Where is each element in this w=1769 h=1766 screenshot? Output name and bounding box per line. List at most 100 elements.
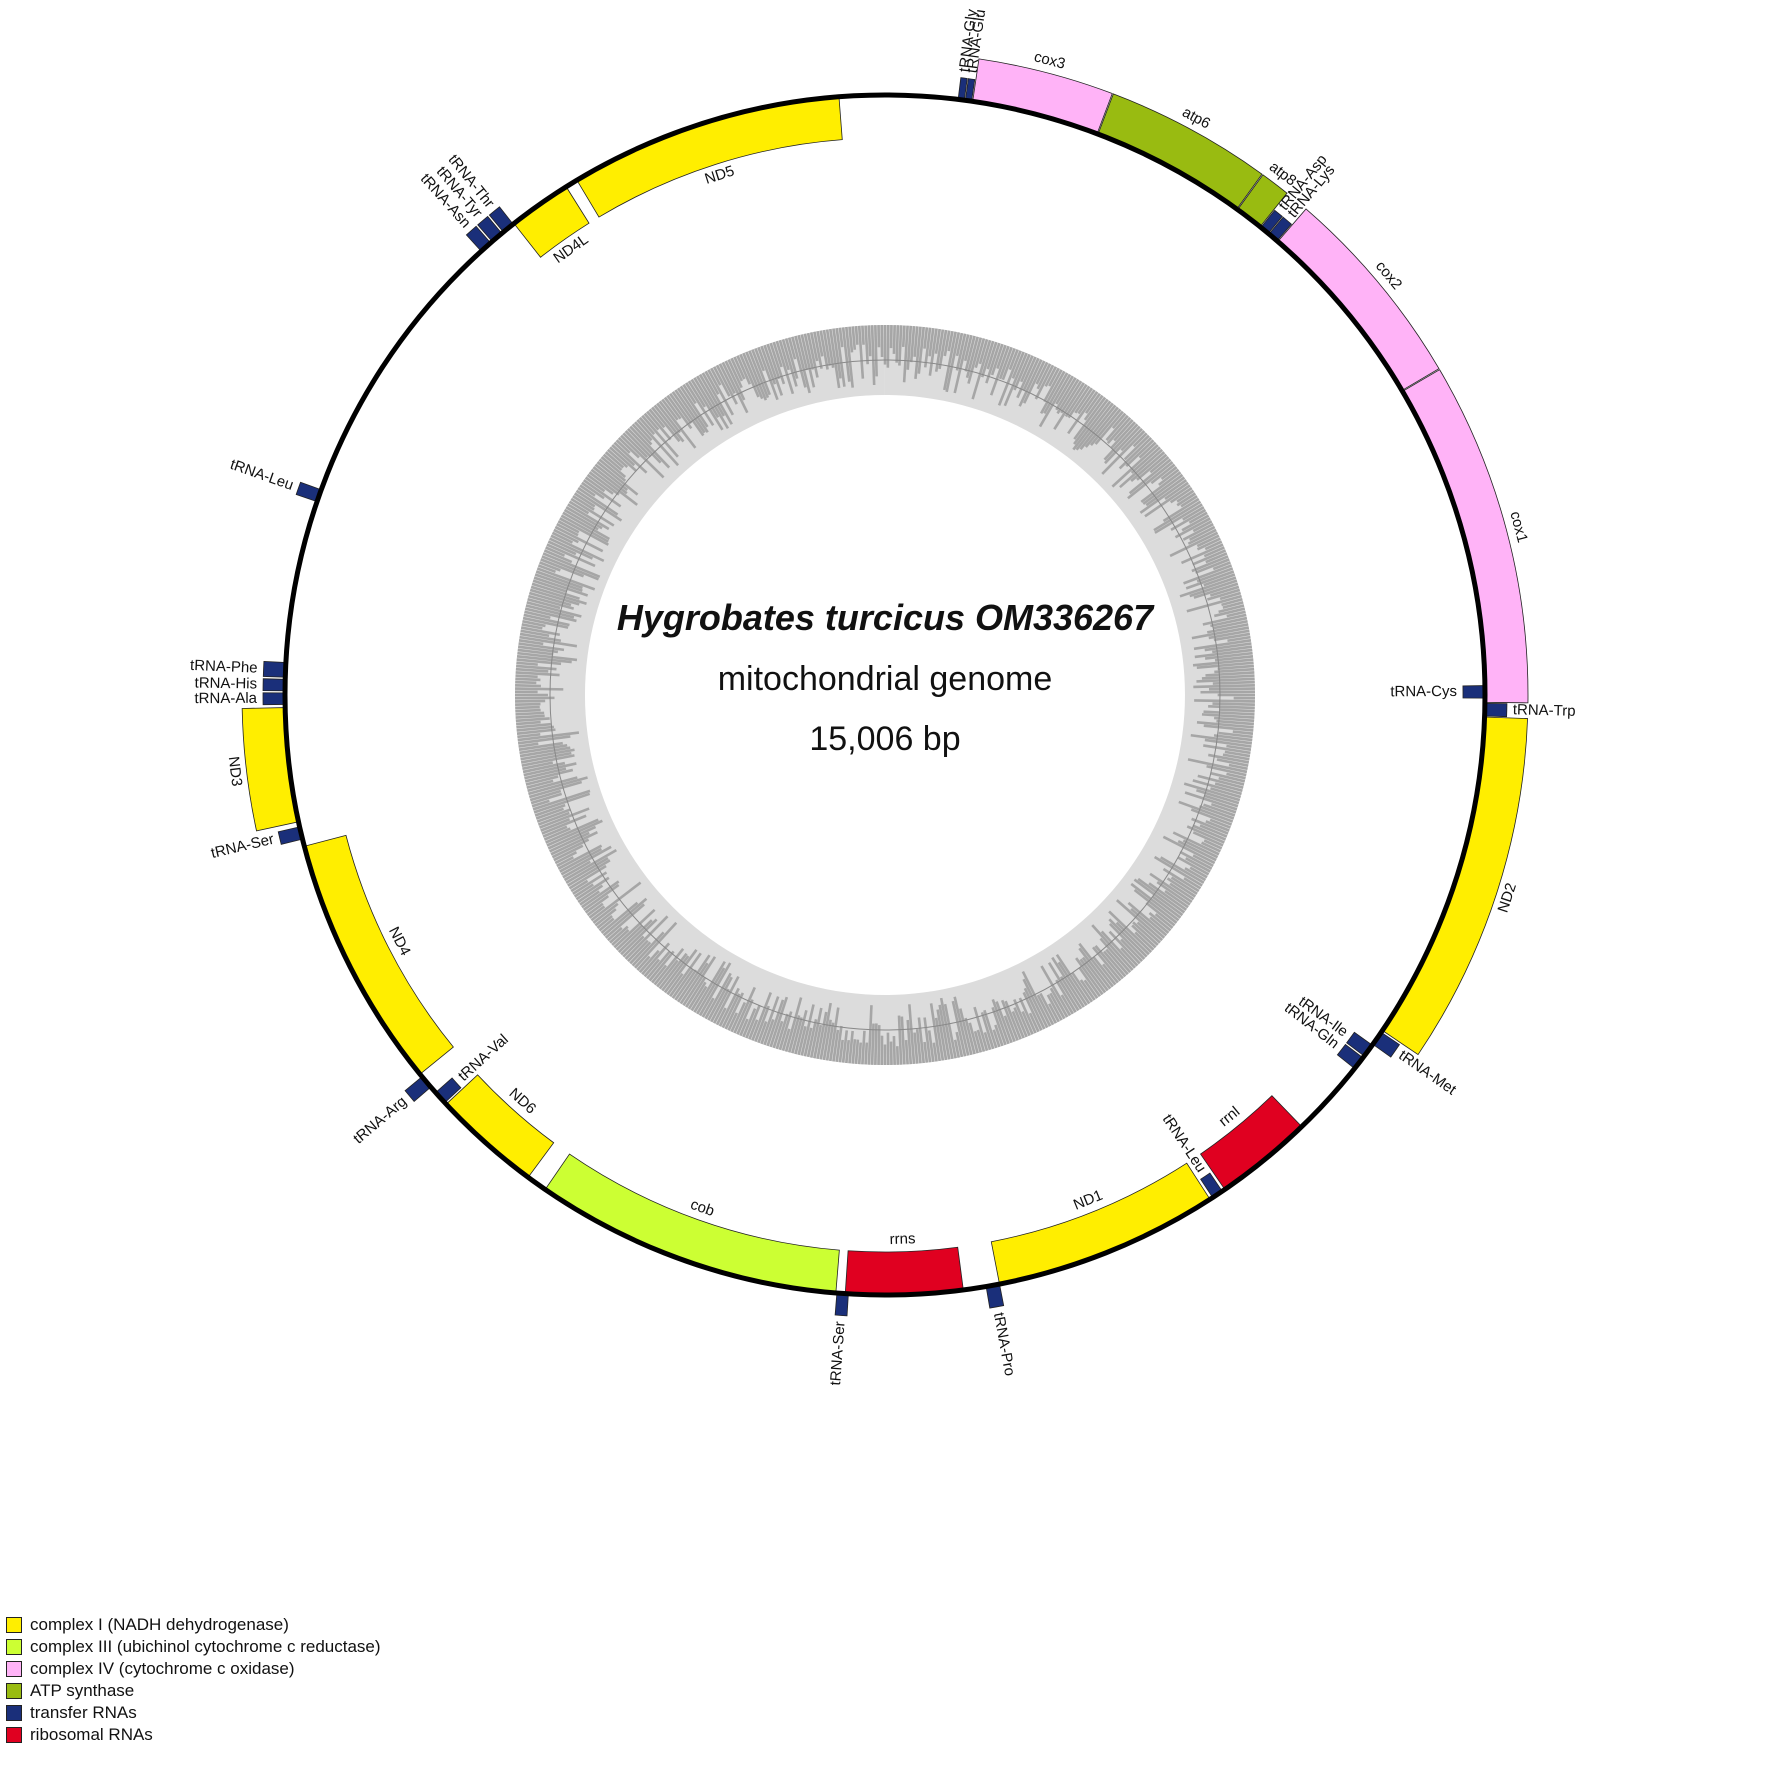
gc-tick <box>523 613 570 627</box>
gc-tick <box>696 967 726 1015</box>
gc-tick <box>1219 708 1255 713</box>
gene-label-trna-trp: tRNA-Trp <box>1513 701 1576 720</box>
gc-tick <box>556 856 574 868</box>
gc-tick <box>766 343 781 380</box>
gc-tick <box>1067 391 1099 435</box>
gc-tick <box>1001 347 1016 381</box>
gc-tick <box>914 326 922 379</box>
gc-tick <box>666 394 693 430</box>
gc-tick <box>596 461 639 496</box>
gc-tick <box>986 341 998 370</box>
gc-tick <box>1177 856 1210 876</box>
gc-tick <box>1190 733 1253 745</box>
gene-arc-cox3 <box>972 58 1113 135</box>
gc-tick <box>1218 604 1245 614</box>
gc-tick <box>530 585 587 605</box>
gc-tick <box>590 468 638 506</box>
gc-tick <box>1205 820 1230 832</box>
gc-tick <box>1232 730 1254 735</box>
gc-tick <box>535 807 564 820</box>
gc-tick <box>1166 877 1197 898</box>
gc-content-ring <box>514 325 1255 1065</box>
gc-tick <box>698 373 726 417</box>
gc-tick <box>909 326 916 363</box>
gc-tick <box>775 340 795 395</box>
gc-tick <box>751 349 771 396</box>
gc-tick <box>964 1017 976 1055</box>
gc-tick <box>923 327 929 349</box>
gc-tick <box>934 328 941 354</box>
gc-tick <box>1057 961 1088 1007</box>
gc-tick <box>636 419 680 467</box>
gc-tick <box>806 1019 818 1058</box>
gc-tick <box>757 346 779 401</box>
gc-tick <box>994 1024 1004 1047</box>
gc-tick <box>1018 359 1043 407</box>
gc-tick <box>803 333 815 370</box>
gc-tick <box>1226 772 1246 780</box>
gc-tick <box>522 761 566 774</box>
gc-tick <box>751 992 773 1041</box>
gc-tick <box>518 742 539 748</box>
gc-tick <box>1079 958 1107 994</box>
gc-tick <box>611 444 636 467</box>
gc-tick <box>721 361 749 414</box>
gc-tick <box>1055 375 1074 405</box>
gc-tick <box>1179 850 1213 870</box>
gc-tick <box>617 919 653 953</box>
gc-tick <box>553 844 584 862</box>
gc-tick <box>579 484 596 497</box>
gc-tick <box>609 925 629 944</box>
gc-tick <box>1111 412 1127 429</box>
gc-tick <box>973 1030 983 1053</box>
gc-tick <box>851 326 857 350</box>
gc-tick <box>1208 629 1250 640</box>
gc-tick <box>848 326 854 353</box>
gc-tick <box>917 326 925 374</box>
gc-tick <box>1184 867 1207 882</box>
gc-tick <box>641 942 671 976</box>
gc-tick <box>547 825 597 850</box>
gc-tick <box>520 626 561 637</box>
gc-tick <box>572 495 595 511</box>
gc-tick <box>653 947 685 986</box>
gc-tick <box>1102 963 1119 984</box>
gc-tick <box>1072 400 1112 451</box>
gc-tick <box>553 528 579 544</box>
gc-tick <box>528 776 588 796</box>
gc-tick <box>1185 857 1211 873</box>
gc-tick <box>1091 924 1134 971</box>
gc-tick <box>835 1025 843 1063</box>
gc-tick <box>745 351 768 401</box>
gc-tick <box>1212 645 1253 654</box>
gc-tick <box>551 531 574 544</box>
gc-tick <box>679 385 709 428</box>
gc-tick <box>867 325 872 357</box>
gc-tick <box>766 999 785 1047</box>
legend-item-complex-iv-cytochrome-c-oxidase-: complex IV (cytochrome c oxidase) <box>6 1658 381 1680</box>
gc-tick <box>1210 802 1237 814</box>
gc-tick <box>945 332 961 393</box>
gc-tick <box>1136 921 1161 944</box>
gc-tick <box>542 552 601 579</box>
gc-tick <box>787 1015 801 1053</box>
gc-tick <box>1137 877 1186 914</box>
gc-tick <box>629 941 652 965</box>
gc-tick <box>1186 825 1225 844</box>
gc-tick <box>898 325 903 366</box>
gc-tick <box>1008 349 1019 371</box>
gc-tick <box>825 329 835 368</box>
gc-tick <box>687 380 706 408</box>
gc-tick <box>739 1018 749 1037</box>
gc-tick <box>772 341 783 368</box>
gc-tick <box>1003 352 1028 407</box>
gc-tick <box>567 503 610 531</box>
gc-tick <box>524 607 577 623</box>
gc-tick <box>1164 481 1189 500</box>
gc-tick <box>760 345 777 385</box>
gc-tick <box>543 827 571 841</box>
gc-tick <box>797 1026 807 1056</box>
gene-arc-trna-ala <box>262 692 286 706</box>
gc-tick <box>527 776 578 793</box>
gc-tick <box>781 338 798 387</box>
